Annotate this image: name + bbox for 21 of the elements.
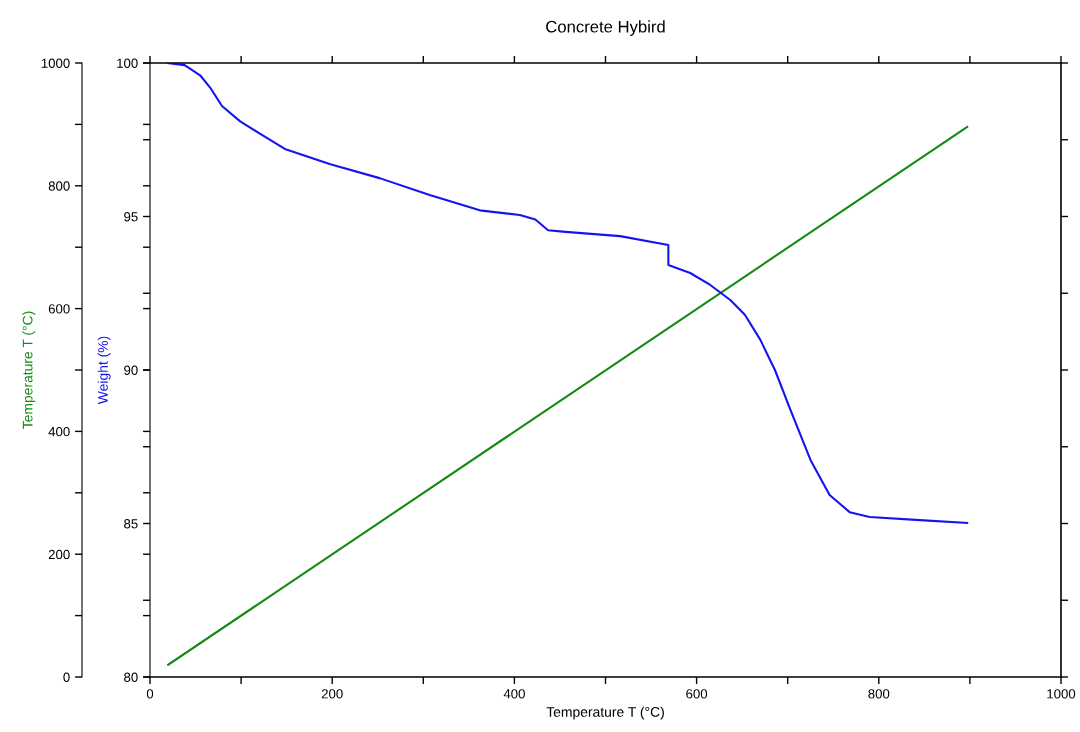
x-axis-title: Temperature T (°C) — [546, 706, 664, 720]
chart-title: Concrete Hybird — [546, 20, 665, 36]
y-tick-label: 400 — [48, 426, 70, 437]
y2-tick-label: 95 — [124, 212, 138, 222]
y2-tick-label: 90 — [124, 365, 138, 375]
x-tick-label: 400 — [503, 689, 525, 699]
y-tick-label: 800 — [48, 181, 70, 191]
x-tick-label: 800 — [868, 689, 890, 699]
x-tick-label: 600 — [686, 689, 708, 699]
y-tick-label: 600 — [48, 304, 70, 314]
y-tick-label: 0 — [63, 672, 70, 682]
y-tick-label: 1000 — [41, 58, 70, 68]
y-tick-label: 200 — [48, 549, 70, 560]
y-axis-title: Temperature T (°C) — [22, 311, 36, 429]
x-tick-label: 0 — [146, 689, 154, 699]
y2-tick-label: 100 — [117, 58, 138, 68]
y2-axis-title: Weight (%) — [97, 336, 111, 405]
x-tick-label: 1000 — [1047, 689, 1076, 699]
y2-tick-label: 80 — [124, 672, 138, 682]
y2-tick-label: 85 — [124, 519, 138, 529]
x-tick-label: 200 — [321, 689, 343, 699]
